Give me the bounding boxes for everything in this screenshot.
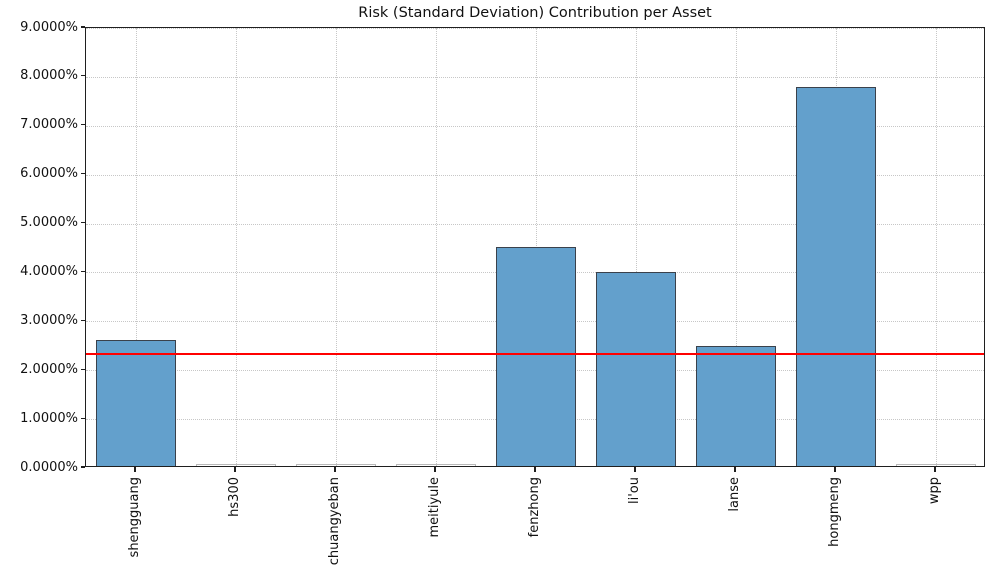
y-tick: [80, 26, 85, 28]
bar-hongmeng: [796, 86, 876, 466]
y-gridline: [86, 28, 984, 29]
bar-wpp: [896, 464, 976, 466]
y-tick-label: 4.0000%: [20, 263, 78, 279]
y-tick-label: 6.0000%: [20, 166, 78, 182]
x-gridline: [336, 28, 337, 466]
y-tick-label: 5.0000%: [20, 215, 78, 231]
y-tick-label: 2.0000%: [20, 361, 78, 377]
y-gridline: [86, 76, 984, 78]
x-tick: [734, 467, 736, 472]
x-gridline: [136, 28, 137, 466]
y-gridline: [86, 223, 984, 225]
x-tick-label-shengguang: shengguang: [127, 477, 142, 558]
reference-line: [86, 352, 984, 355]
bar-lanse: [696, 345, 776, 466]
y-tick: [80, 319, 85, 321]
x-tick-label-wpp: wpp: [927, 477, 942, 505]
bar-chuangyeban: [296, 464, 376, 466]
y-tick: [80, 173, 85, 175]
y-tick-label: 7.0000%: [20, 117, 78, 133]
y-tick-label: 0.0000%: [20, 459, 78, 475]
x-tick: [334, 467, 336, 472]
x-gridline: [936, 28, 937, 466]
x-tick: [434, 467, 436, 472]
bar-shengguang: [96, 340, 176, 466]
x-tick-label-hs300: hs300: [227, 477, 242, 517]
y-tick: [80, 466, 85, 468]
bar-hs300: [196, 464, 276, 466]
bar-li'ou: [596, 271, 676, 466]
x-tick-label-meitiyule: meitiyule: [427, 477, 442, 538]
y-tick: [80, 270, 85, 273]
x-tick-label-fenzhong: fenzhong: [527, 477, 542, 538]
y-tick: [80, 124, 85, 126]
x-tick: [934, 467, 936, 472]
x-gridline: [236, 28, 237, 466]
y-tick-label: 3.0000%: [20, 312, 78, 328]
x-tick: [834, 467, 836, 472]
y-tick-label: 9.0000%: [20, 19, 78, 35]
bar-meitiyule: [396, 464, 476, 466]
y-gridline: [86, 125, 984, 127]
y-gridline: [86, 174, 984, 176]
x-gridline: [736, 28, 737, 466]
x-tick-label-li'ou: li'ou: [627, 477, 642, 504]
x-tick-label-hongmeng: hongmeng: [827, 477, 842, 547]
bar-fenzhong: [496, 247, 576, 466]
x-tick: [534, 467, 536, 472]
x-gridline: [636, 28, 637, 466]
x-tick-label-chuangyeban: chuangyeban: [327, 477, 342, 566]
y-tick: [80, 221, 85, 224]
y-tick: [80, 75, 85, 77]
plot-area: [85, 27, 985, 467]
x-gridline: [536, 28, 537, 466]
y-tick-label: 8.0000%: [20, 68, 78, 84]
y-tick: [80, 368, 85, 370]
y-tick: [80, 417, 85, 419]
chart-title: Risk (Standard Deviation) Contribution p…: [358, 5, 712, 21]
y-tick-label: 1.0000%: [20, 410, 78, 426]
x-tick: [234, 467, 236, 472]
x-tick-label-lanse: lanse: [727, 477, 742, 512]
x-tick: [634, 467, 636, 472]
x-tick: [134, 467, 136, 472]
x-gridline: [436, 28, 437, 466]
